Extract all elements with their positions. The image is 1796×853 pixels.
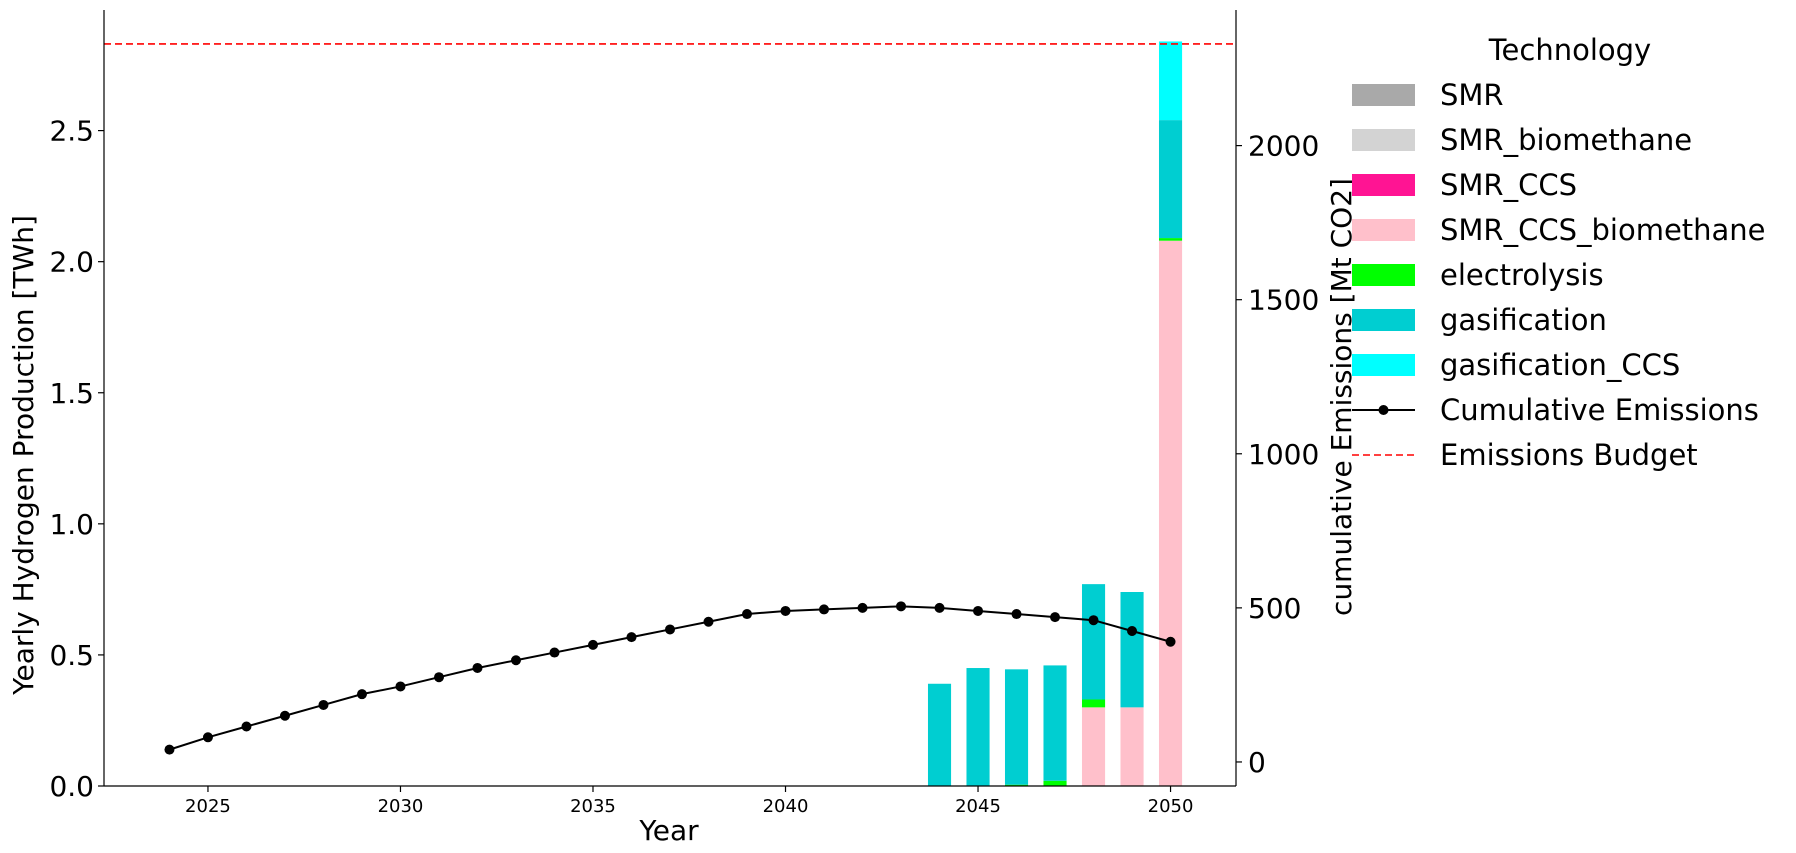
bar-electrolysis-2048 bbox=[1081, 699, 1106, 708]
bar-layer bbox=[927, 41, 1183, 786]
bar-electrolysis-2050 bbox=[1158, 238, 1183, 241]
cumulative-emissions-point-2040 bbox=[780, 605, 791, 616]
legend-label-Cumulative Emissions: Cumulative Emissions bbox=[1440, 393, 1759, 427]
legend-item-SMR_CCS_biomethane: SMR_CCS_biomethane bbox=[1352, 213, 1766, 247]
cumulative-emissions-point-2029 bbox=[356, 689, 367, 700]
axes bbox=[103, 10, 1237, 787]
cumulative-emissions-point-2041 bbox=[819, 604, 830, 615]
legend-item-Emissions Budget: Emissions Budget bbox=[1352, 438, 1698, 472]
cumulative-emissions-point-2046 bbox=[1011, 609, 1022, 620]
cumulative-emissions-point-2039 bbox=[742, 609, 753, 620]
legend-item-SMR_CCS: SMR_CCS bbox=[1352, 168, 1577, 202]
legend-item-gasification_CCS: gasification_CCS bbox=[1352, 348, 1680, 382]
bar-SMR_CCS_biomethane-2050 bbox=[1158, 240, 1183, 786]
legend-label-SMR_CCS: SMR_CCS bbox=[1440, 168, 1577, 202]
right-tick-label: 2000 bbox=[1248, 130, 1319, 163]
cumulative-emissions-point-2047 bbox=[1050, 612, 1061, 623]
cumulative-emissions-point-2038 bbox=[703, 616, 714, 627]
cumulative-emissions-point-2037 bbox=[665, 624, 675, 635]
left-axis-ticks: 0.0 0.5 1.0 1.5 2.0 2.5 bbox=[49, 115, 104, 803]
cumulative-emissions-point-2030 bbox=[395, 681, 406, 692]
legend-label-SMR: SMR bbox=[1440, 78, 1504, 112]
bar-gasification_CCS-2050 bbox=[1158, 41, 1183, 121]
legend-item-gasification: gasification bbox=[1352, 303, 1607, 337]
x-tick-label: 2050 bbox=[1148, 796, 1194, 817]
left-tick-label: 0.0 bbox=[49, 770, 94, 803]
cumulative-emissions-point-2033 bbox=[510, 655, 521, 666]
bar-gasification-2045 bbox=[966, 668, 990, 786]
legend-label-Emissions Budget: Emissions Budget bbox=[1440, 438, 1698, 472]
right-tick-label: 1500 bbox=[1248, 284, 1319, 317]
right-tick-label: 0 bbox=[1248, 746, 1266, 779]
bar-gasification-2050 bbox=[1158, 120, 1183, 239]
bar-electrolysis-2046 bbox=[1004, 784, 1029, 786]
legend-item-electrolysis: electrolysis bbox=[1352, 258, 1604, 292]
cumulative-emissions-point-2032 bbox=[472, 662, 483, 673]
right-axis-ticks: 0 500 1000 1500 2000 bbox=[1236, 130, 1319, 779]
legend-label-gasification_CCS: gasification_CCS bbox=[1440, 348, 1680, 382]
legend-swatch-gasification_CCS bbox=[1352, 354, 1415, 376]
left-tick-label: 2.5 bbox=[49, 115, 94, 148]
x-tick-label: 2040 bbox=[763, 796, 809, 817]
cumulative-emissions-point-2035 bbox=[587, 639, 598, 650]
bar-SMR_CCS_biomethane-2048 bbox=[1081, 707, 1106, 786]
y-axis-label: Yearly Hydrogen Production [TWh] bbox=[7, 215, 40, 696]
cumulative-emissions-point-2025 bbox=[202, 732, 213, 743]
left-tick-label: 1.5 bbox=[49, 377, 94, 410]
bar-electrolysis-2047 bbox=[1043, 780, 1067, 786]
cumulative-emissions-point-2048 bbox=[1088, 615, 1099, 626]
legend-swatch-electrolysis bbox=[1352, 264, 1415, 286]
cumulative-emissions-point-2031 bbox=[433, 672, 444, 683]
legend-swatch-SMR_CCS_biomethane bbox=[1352, 219, 1415, 241]
legend-marker-swatch bbox=[1378, 405, 1389, 415]
cumulative-emissions-point-2026 bbox=[241, 721, 252, 732]
legend-swatch-SMR_biomethane bbox=[1352, 129, 1415, 151]
right-tick-label: 500 bbox=[1248, 592, 1301, 625]
legend-label-gasification: gasification bbox=[1440, 303, 1607, 337]
legend-item-SMR_biomethane: SMR_biomethane bbox=[1352, 123, 1692, 157]
cumulative-emissions-point-2034 bbox=[549, 647, 560, 658]
legend-swatch-SMR bbox=[1352, 84, 1415, 106]
y2-axis-label: cumulative Emissions [Mt CO2] bbox=[1325, 178, 1358, 616]
cumulative-emissions-point-2043 bbox=[896, 601, 907, 612]
cumulative-emissions-point-2028 bbox=[318, 699, 329, 710]
cumulative-emissions-point-2024 bbox=[164, 744, 175, 755]
left-tick-label: 1.0 bbox=[49, 508, 94, 541]
cumulative-emissions-point-2045 bbox=[973, 605, 984, 616]
x-tick-label: 2045 bbox=[955, 796, 1001, 817]
bar-gasification-2049 bbox=[1120, 592, 1144, 708]
bar-gasification-2046 bbox=[1004, 669, 1029, 785]
cumulative-emissions-point-2044 bbox=[934, 602, 945, 613]
cumulative-emissions-point-2027 bbox=[279, 710, 290, 721]
x-tick-label: 2030 bbox=[378, 796, 424, 817]
bar-gasification-2047 bbox=[1043, 665, 1067, 781]
cumulative-emissions-point-2042 bbox=[857, 602, 868, 613]
left-tick-label: 0.5 bbox=[49, 639, 94, 672]
right-tick-label: 1000 bbox=[1248, 438, 1319, 471]
x-axis-ticks: 2025 2030 2035 2040 2045 2050 bbox=[185, 786, 1193, 817]
legend-label-SMR_CCS_biomethane: SMR_CCS_biomethane bbox=[1440, 213, 1766, 247]
x-axis-label: Year bbox=[638, 814, 699, 847]
cumulative-emissions-point-2049 bbox=[1127, 625, 1138, 636]
cumulative-emissions-point-2036 bbox=[626, 632, 637, 643]
legend-label-electrolysis: electrolysis bbox=[1440, 258, 1604, 292]
legend-label-SMR_biomethane: SMR_biomethane bbox=[1440, 123, 1692, 157]
legend-swatch-gasification bbox=[1352, 309, 1415, 331]
cumulative-emissions-layer bbox=[164, 601, 1176, 755]
legend-item-SMR: SMR bbox=[1352, 78, 1504, 112]
legend-swatch-SMR_CCS bbox=[1352, 174, 1415, 196]
cumulative-emissions-point-2050 bbox=[1165, 636, 1176, 647]
x-tick-label: 2025 bbox=[185, 796, 231, 817]
legend-item-Cumulative Emissions: Cumulative Emissions bbox=[1352, 393, 1759, 427]
legend: Technology SMR SMR_biomethane SMR_CCS SMR_C… bbox=[1352, 33, 1766, 472]
x-tick-label: 2035 bbox=[570, 796, 616, 817]
bar-gasification-2044 bbox=[927, 683, 952, 786]
bar-gasification-2048 bbox=[1081, 584, 1106, 700]
left-tick-label: 2.0 bbox=[49, 246, 94, 279]
bar-SMR_CCS_biomethane-2049 bbox=[1120, 707, 1144, 786]
legend-title: Technology bbox=[1488, 33, 1651, 67]
